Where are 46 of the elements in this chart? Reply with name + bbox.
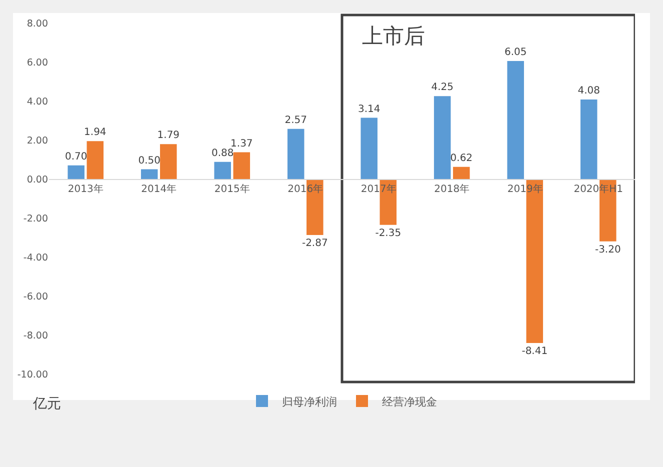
y-tick-label: -8.00 [23,330,48,342]
data-label: 4.25 [431,82,454,94]
band-label: 上市后 [362,24,425,48]
data-label: 0.50 [138,155,160,166]
y-tick-label: 0.00 [26,174,48,186]
y-tick-label: -6.00 [23,291,48,302]
y-tick-label: -4.00 [23,252,48,264]
data-label: 0.70 [64,151,88,162]
y-tick-label: 4.00 [26,96,48,108]
data-label: 1.79 [157,130,180,142]
bar [453,166,470,179]
y-tick-label: 8.00 [26,18,48,30]
data-label: -3.20 [594,244,621,256]
y-axis-title: 亿元 [32,396,61,412]
data-label: 2.57 [284,114,307,126]
data-label: 3.14 [358,104,380,115]
y-tick-label: 6.00 [26,57,48,68]
data-label: -2.87 [302,238,328,249]
data-label: -2.35 [375,228,402,239]
x-tick-label: 2013年 [68,183,104,195]
bar [434,96,451,179]
y-tick-label: -2.00 [23,213,48,224]
x-tick-label: 2018年 [434,183,470,195]
data-label: 0.62 [450,152,473,164]
x-tick-label: 2015年 [214,183,250,195]
data-label: -8.41 [522,346,548,357]
bar [140,169,158,179]
bar [580,99,598,179]
data-label: 6.05 [504,47,527,58]
bar [160,144,177,179]
bar [287,128,304,179]
legend-label: 归母净利润 [282,395,337,408]
bar [214,162,231,179]
bar [507,61,524,179]
bar [68,165,84,179]
x-tick-label: 2014年 [141,183,177,195]
data-label: 0.88 [211,148,234,159]
y-tick-label: -10.00 [17,369,48,380]
legend-label: 经营净现金 [382,395,437,408]
bar [233,152,250,179]
y-tick-label: 2.00 [26,135,48,146]
data-label: 1.94 [84,127,106,138]
bar [86,141,104,179]
data-label: 1.37 [230,138,253,150]
data-label: 4.08 [578,85,600,96]
bar [360,118,378,179]
